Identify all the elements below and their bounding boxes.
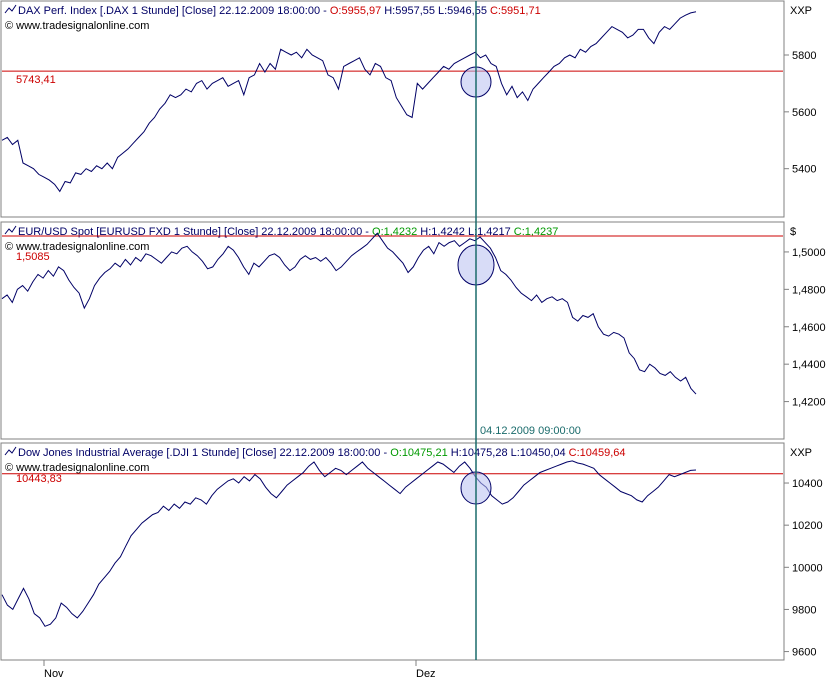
high-value: H:1,4242	[420, 226, 465, 238]
level-label: 1,5085	[16, 251, 50, 263]
y-axis-tick-label: 1,4400	[792, 359, 826, 371]
y-axis-tick-label: 10000	[792, 562, 823, 574]
y-axis-tick-label: 10200	[792, 520, 823, 532]
unit-label: XXP	[790, 447, 812, 459]
y-axis-tick-label: 5600	[792, 107, 816, 119]
svg-text:Dow Jones Industrial Average [: Dow Jones Industrial Average [.DJI 1 Stu…	[18, 447, 626, 459]
x-axis: Nov Dez	[43, 660, 436, 680]
sparkline-icon	[4, 225, 17, 235]
y-axis-tick-label: 1,4800	[792, 284, 826, 296]
panel-title: Dow Jones Industrial Average [.DJI 1 Stu…	[18, 447, 390, 459]
watermark: © www.tradesignalonline.com	[5, 241, 149, 253]
open-value: O:5955,97	[330, 5, 381, 17]
level-label: 10443,83	[16, 473, 62, 485]
price-series-line	[1, 460, 697, 627]
watermark: © www.tradesignalonline.com	[5, 20, 149, 32]
low-value: L:5946,55	[438, 5, 487, 17]
panel-dax: DAX Perf. Index [.DAX 1 Stunde] [Close] …	[0, 0, 816, 218]
x-axis-tick-label: Nov	[44, 668, 64, 680]
low-value: L:10450,04	[511, 447, 566, 459]
crosshair-label: 04.12.2009 09:00:00	[480, 425, 581, 437]
price-series-line	[1, 232, 697, 395]
y-axis-tick-label: 5800	[792, 50, 816, 62]
plot-frame	[0, 0, 785, 218]
open-value: O:10475,21	[390, 447, 448, 459]
x-axis-tick-label: Dez	[416, 668, 436, 680]
open-value: O:1,4232	[372, 226, 417, 238]
unit-label: $	[790, 226, 796, 238]
y-axis-tick-label: 10400	[792, 478, 823, 490]
y-axis-tick-label: 5400	[792, 164, 816, 176]
level-label: 5743,41	[16, 74, 56, 86]
plot-frame	[0, 221, 785, 440]
y-axis-ticks: 1,5000 1,4800 1,4600 1,4400 1,4200	[784, 247, 826, 409]
panel-eurusd: EUR/USD Spot [EURUSD FXD 1 Stunde] [Clos…	[0, 221, 826, 440]
y-axis-ticks: 5800 5600 5400	[784, 50, 816, 176]
svg-text:EUR/USD Spot [EURUSD FXD 1 St: EUR/USD Spot [EURUSD FXD 1 Stunde] [Clos…	[18, 226, 558, 238]
high-value: H:5957,55	[384, 5, 435, 17]
panel-title: DAX Perf. Index [.DAX 1 Stunde] [Close] …	[18, 5, 330, 17]
low-value: L:1,4217	[468, 226, 511, 238]
y-axis-tick-label: 9800	[792, 604, 816, 616]
watermark: © www.tradesignalonline.com	[5, 462, 149, 474]
high-value: H:10475,28	[451, 447, 508, 459]
price-series-line	[1, 11, 697, 193]
close-value: C:1,4237	[514, 226, 559, 238]
y-axis-tick-label: 9600	[792, 647, 816, 659]
plot-frame	[0, 442, 785, 661]
panel-dji: Dow Jones Industrial Average [.DJI 1 Stu…	[0, 442, 823, 661]
y-axis-ticks: 10400 10200 10000 9800 9600	[784, 478, 823, 659]
y-axis-tick-label: 1,4200	[792, 397, 826, 409]
sparkline-icon	[4, 4, 17, 14]
svg-text:DAX Perf. Index [.DAX 1 Stund: DAX Perf. Index [.DAX 1 Stunde] [Close] …	[18, 5, 541, 17]
close-value: C:5951,71	[490, 5, 541, 17]
sparkline-icon	[4, 446, 17, 456]
panel-title: EUR/USD Spot [EURUSD FXD 1 Stunde] [Clos…	[18, 226, 372, 238]
close-value: C:10459,64	[569, 447, 626, 459]
unit-label: XXP	[790, 5, 812, 17]
y-axis-tick-label: 1,4600	[792, 322, 826, 334]
y-axis-tick-label: 1,5000	[792, 247, 826, 259]
